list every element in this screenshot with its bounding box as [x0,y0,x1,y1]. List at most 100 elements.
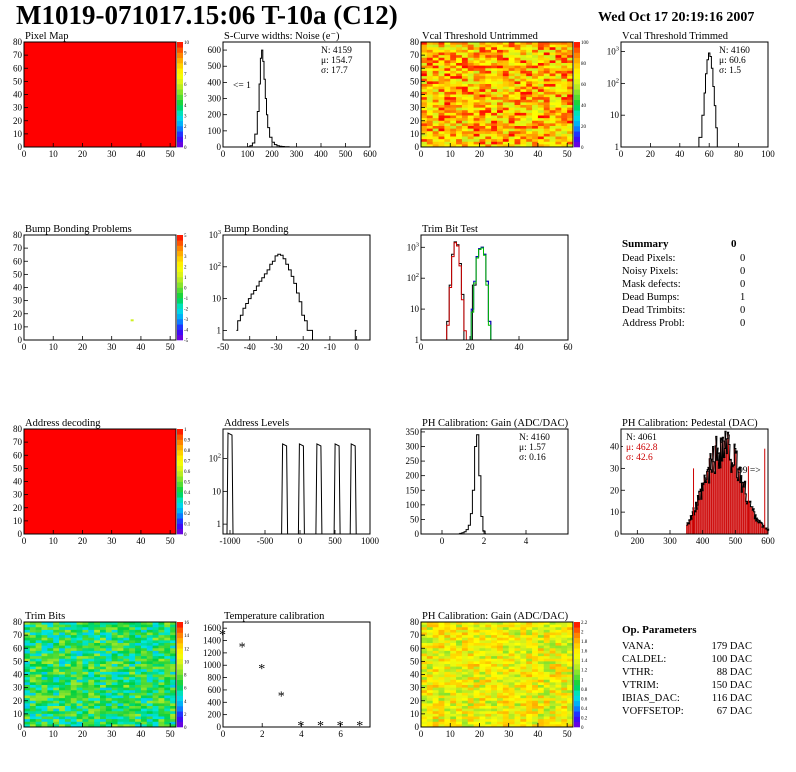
heatmap-cell [497,70,504,74]
heatmap-cell [432,44,439,48]
heatmap-cell [508,115,515,119]
heatmap-cell [491,81,498,85]
panel-scurve: S-Curve widths: Noise (e⁻)0 100 200 300 400 5… [208,31,378,159]
heatmap-cell [520,698,527,702]
heatmap-cell [514,44,521,48]
heatmap-cell [479,679,486,683]
heatmap-cell [426,49,434,53]
heatmap-cell [502,724,510,728]
heatmap-cell [129,648,136,652]
address-level-peak [281,443,289,535]
heatmap-cell [467,624,475,628]
heatmap-cell [502,144,510,148]
heatmap-cell [70,622,78,626]
heatmap-cell [508,63,515,67]
color-scale-segment [177,99,183,106]
heatmap-cell [432,708,439,712]
heatmap-cell [170,695,177,699]
heatmap-cell [461,91,469,95]
heatmap-fill [24,42,176,147]
heatmap-cell [555,99,562,103]
heatmap-cell [444,102,451,106]
heatmap-cell [543,144,551,148]
heatmap-cell [123,708,130,712]
heatmap-cell [514,78,521,82]
heatmap-cell [59,671,66,675]
heatmap-cell [117,658,124,662]
heatmap-cell [438,99,445,103]
heatmap-cell [456,677,463,681]
heatmap-cell [421,144,428,148]
heatmap-cell [520,49,527,53]
color-scale-segment [177,319,183,325]
heatmap-cell [88,724,95,728]
heatmap-cell [497,49,504,53]
heatmap-cell [100,627,107,631]
address-level-peak [226,432,234,535]
heatmap-cell [59,627,66,631]
heatmap-cell [461,44,469,48]
heatmap-cell [461,645,469,649]
color-scale-segment [574,136,580,143]
heatmap-cell [444,669,451,673]
y-tick-label: 20 [410,116,420,126]
heatmap-cell [35,690,42,694]
heatmap-cell [35,713,42,717]
heatmap-cell [479,91,486,95]
heatmap-cell [479,76,486,80]
heatmap-cell [164,650,171,654]
color-scale-segment [177,507,183,514]
heatmap-cell [164,706,171,710]
heatmap-cell [164,685,171,689]
heatmap-cell [555,57,562,61]
heatmap-cell [146,629,154,633]
color-scale-segment [574,105,580,111]
heatmap-cell [485,645,492,649]
heatmap-cell [537,94,545,98]
heatmap-cell [94,622,101,626]
heatmap-cell [117,690,124,694]
heatmap-cell [502,84,510,88]
color-scale-segment [177,89,183,95]
heatmap-cell [561,643,568,647]
heatmap-cell [432,713,439,717]
heatmap-cell [70,648,78,652]
heatmap-cell [502,89,510,93]
heatmap-cell [532,44,539,48]
heatmap-cell [426,86,434,90]
heatmap-cell [421,692,428,696]
heatmap-cell [555,141,562,145]
heatmap-cell [555,123,562,127]
heatmap-cell [432,627,439,631]
color-scale-segment [177,313,183,320]
heatmap-cell [567,711,574,715]
heatmap-cell [467,42,475,46]
heatmap-cell [426,105,434,109]
heatmap-cell [485,698,492,702]
heatmap-cell [426,133,434,137]
heatmap-cell [532,126,539,130]
heatmap-cell [473,112,480,116]
heatmap-cell [146,627,154,631]
heatmap-cell [532,692,539,696]
heatmap-cell [146,724,154,728]
heatmap-cell [508,126,515,130]
heatmap-cell [532,716,539,720]
stat-box-bg [716,43,766,77]
heatmap-cell [152,635,159,639]
heatmap-cell [88,629,95,633]
stat-sigma: σ: 42.6 [626,453,653,463]
summary-value: 0 [740,318,745,329]
color-scale-label: -3 [184,318,189,323]
color-scale-label: 1.6 [581,650,588,655]
heatmap-cell [158,650,165,654]
heatmap-cell [485,703,492,707]
heatmap-cell [426,110,434,114]
heatmap-cell [432,107,439,111]
heatmap-cell [129,650,136,654]
heatmap-cell [537,115,545,119]
heatmap-cell [561,55,568,59]
heatmap-cell [432,55,439,59]
heatmap-cell [479,139,486,143]
x-tick-label: 0 [298,536,303,546]
